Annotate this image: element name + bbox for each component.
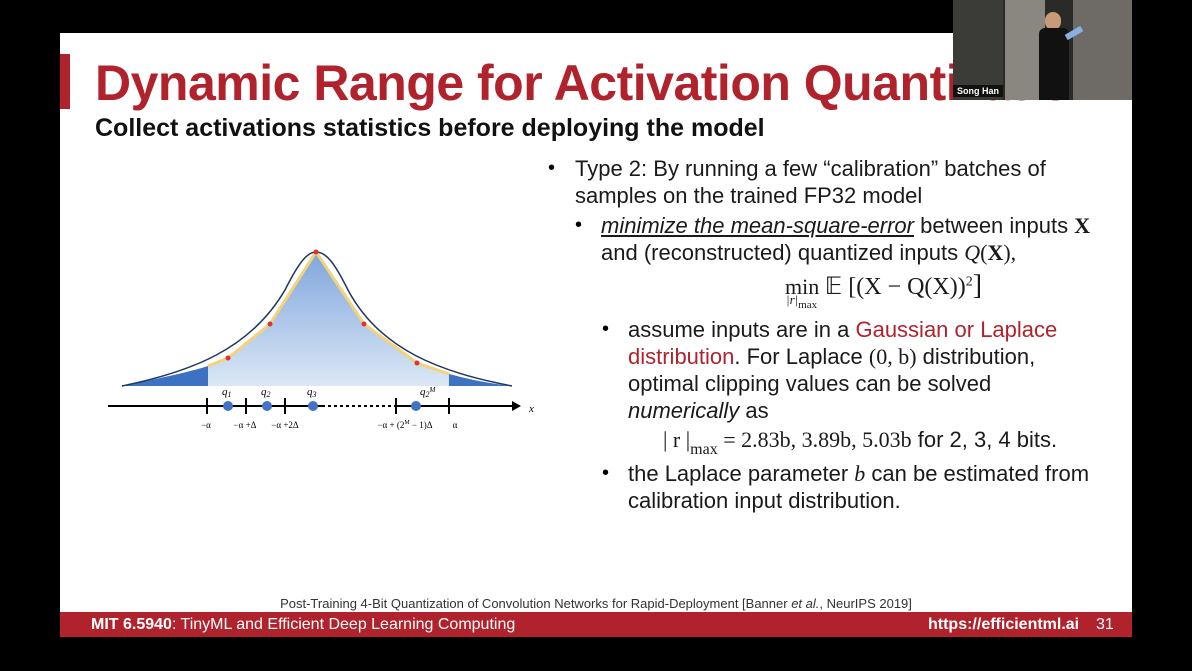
text: max (798, 299, 818, 311)
citation: Post-Training 4-Bit Quantization of Conv… (0, 596, 1192, 611)
text: between inputs (914, 213, 1075, 238)
text: for 2, 3, 4 bits. (911, 427, 1058, 452)
text: minimize the mean-square-error (601, 213, 914, 238)
bullet: • (575, 214, 583, 236)
url: https://efficientml.ai (928, 616, 1080, 633)
formula-under: |r|max (786, 292, 818, 311)
text: b (854, 461, 866, 486)
bullet: • (548, 157, 556, 179)
wall (1005, 0, 1045, 100)
text: (0, b) (868, 344, 917, 369)
text: 2 (965, 274, 973, 290)
text: = 2.83b, 3.89b, 5.03b (717, 427, 912, 452)
wall (1073, 0, 1132, 100)
slide-title: Dynamic Range for Activation Quantizatio… (95, 55, 1101, 111)
text: | r | (663, 427, 691, 452)
text: Q (964, 240, 981, 265)
text: ( (980, 240, 988, 265)
bullet-text: minimize the mean-square-error between i… (601, 212, 1111, 266)
bullet: • (602, 318, 610, 340)
text: X (1074, 213, 1091, 238)
text: , NeurIPS 2019] (819, 596, 912, 611)
course: MIT 6.5940: TinyML and Efficient Deep Le… (91, 616, 515, 634)
text: min (785, 274, 820, 299)
formula: min 𝔼 [(X − Q(X))2] (785, 270, 982, 302)
page-number: 31 (1096, 616, 1114, 633)
bullet-text: the Laplace parameter b can be estimated… (628, 460, 1108, 514)
footer-bar: MIT 6.5940: TinyML and Efficient Deep Le… (60, 612, 1132, 637)
text: Post-Training 4-Bit Quantization of Conv… (280, 596, 792, 611)
text: max (690, 441, 718, 458)
text: ), (1003, 240, 1017, 265)
text: assume inputs are in a (628, 317, 856, 342)
person-head (1045, 12, 1061, 30)
person-body (1039, 28, 1069, 100)
text: et al. (791, 596, 820, 611)
text: the Laplace parameter (628, 461, 855, 486)
text: X (987, 240, 1004, 265)
bullet-text: assume inputs are in a Gaussian or Lapla… (628, 316, 1078, 424)
webcam: Song Han (953, 0, 1132, 100)
text: : TinyML and Efficient Deep Learning Com… (171, 616, 516, 633)
bullet: • (602, 462, 610, 484)
text: and (reconstructed) quantized inputs (601, 240, 965, 265)
text: ] (972, 270, 983, 301)
text: MIT 6.5940 (91, 616, 172, 633)
text: |r| (786, 292, 799, 307)
text: Type 2: By running a few “calibration” b… (575, 156, 1046, 208)
participant-name: Song Han (953, 85, 1003, 97)
text: 𝔼 [(X − Q(X)) (824, 274, 966, 300)
text: can be estimated from calibration input … (628, 461, 1090, 513)
slide-subtitle: Collect activations statistics before de… (95, 114, 765, 142)
title-accent (60, 54, 70, 109)
text: as (739, 398, 769, 423)
bullet-text: Type 2: By running a few “calibration” b… (575, 155, 1085, 209)
text: Gaussian or Laplace distribution (628, 317, 1058, 369)
text: distribution, optimal clipping values ca… (628, 344, 1036, 396)
board (953, 0, 1003, 100)
formula: | r |max = 2.83b, 3.89b, 5.03b for 2, 3,… (663, 427, 1058, 458)
text: . For Laplace (734, 344, 869, 369)
text: numerically (628, 398, 740, 423)
